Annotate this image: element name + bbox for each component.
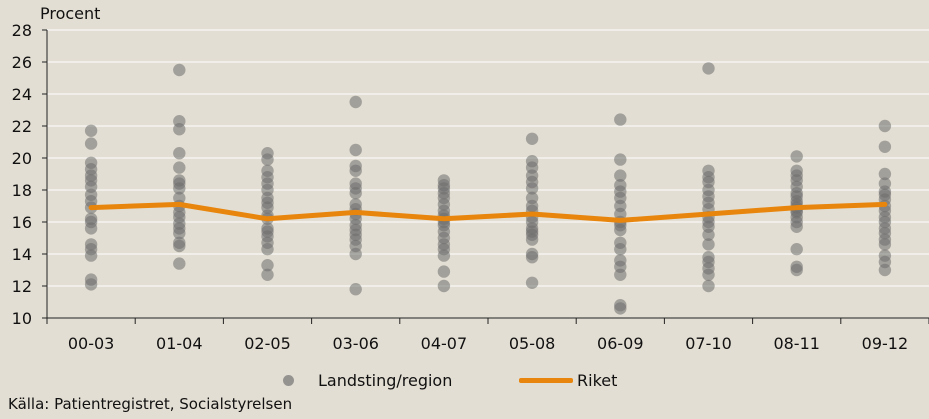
data-point [614,236,627,249]
data-point [84,156,98,169]
data-point [173,147,186,160]
legend-label-riket: Riket [577,370,618,390]
data-point [84,137,98,150]
data-point [614,169,627,182]
data-point [173,236,186,249]
data-point [437,174,451,187]
data-point [525,276,539,289]
data-point [261,268,274,281]
x-tick-label: 01-04 [156,334,203,353]
data-point [614,179,627,192]
legend-label-landsting: Landsting/region [318,370,453,390]
data-point [84,273,98,286]
data-point [437,279,451,293]
data-point [614,153,627,166]
x-tick-label: 06-09 [597,334,644,353]
data-point [349,95,362,109]
data-point [702,279,715,293]
x-tick-label: 02-05 [244,334,291,353]
data-point [790,150,803,163]
data-point [349,143,362,157]
y-tick-label: 22 [12,117,32,136]
data-point [525,191,539,205]
data-point [790,164,803,177]
x-tick-label: 05-08 [509,334,556,353]
x-tick-label: 08-11 [773,334,820,353]
data-point [173,63,186,77]
data-point [525,155,539,168]
legend-item-riket: Riket [519,368,617,392]
x-tick-label: 09-12 [862,334,909,353]
y-tick-label: 18 [12,181,32,200]
data-point [349,283,362,296]
data-point [702,251,715,264]
data-point [173,191,186,205]
data-point [525,247,539,261]
y-tick-label: 26 [12,53,32,72]
data-point [84,238,98,251]
data-point [84,212,98,225]
data-point [702,238,715,251]
data-point [790,243,803,256]
series-line-riket [88,201,888,223]
data-point [261,164,274,177]
data-point [702,164,715,177]
data-point [878,119,892,133]
data-point [878,249,892,262]
y-tick-label: 10 [12,309,32,328]
data-point [173,257,186,270]
x-tick-label: 04-07 [421,334,468,353]
y-tick-label: 14 [12,245,32,264]
legend-dot-marker [283,374,294,386]
x-tick-label: 00-03 [68,334,115,353]
data-point [437,265,451,278]
data-point [525,132,539,145]
y-tick-label: 12 [12,277,32,296]
data-point [349,177,362,190]
source-note: Källa: Patientregistret, Socialstyrelsen [8,395,293,413]
data-point [349,159,362,173]
data-point [173,174,186,187]
data-point [261,259,274,272]
data-point [790,260,803,273]
data-point [614,254,627,267]
x-tick-label: 03-06 [332,334,379,353]
data-point [878,167,892,181]
legend-item-landsting: Landsting/region [283,368,452,392]
x-tick-label: 07-10 [685,334,732,353]
data-point [349,198,362,211]
data-point [614,113,627,126]
data-point [173,115,186,128]
data-point [261,222,274,235]
y-tick-label: 16 [12,213,32,232]
data-point [878,177,892,190]
data-point [614,299,627,312]
y-tick-label: 24 [12,85,32,104]
data-point [84,124,98,137]
y-tick-label: 20 [12,149,32,168]
legend: Landsting/region Riket [0,368,929,392]
data-point [702,62,715,75]
data-point [173,161,186,174]
data-point [261,147,274,160]
data-point [878,140,892,153]
legend-line-marker [519,377,573,383]
y-axis-title: Procent [40,4,101,23]
y-tick-label: 28 [12,21,32,40]
